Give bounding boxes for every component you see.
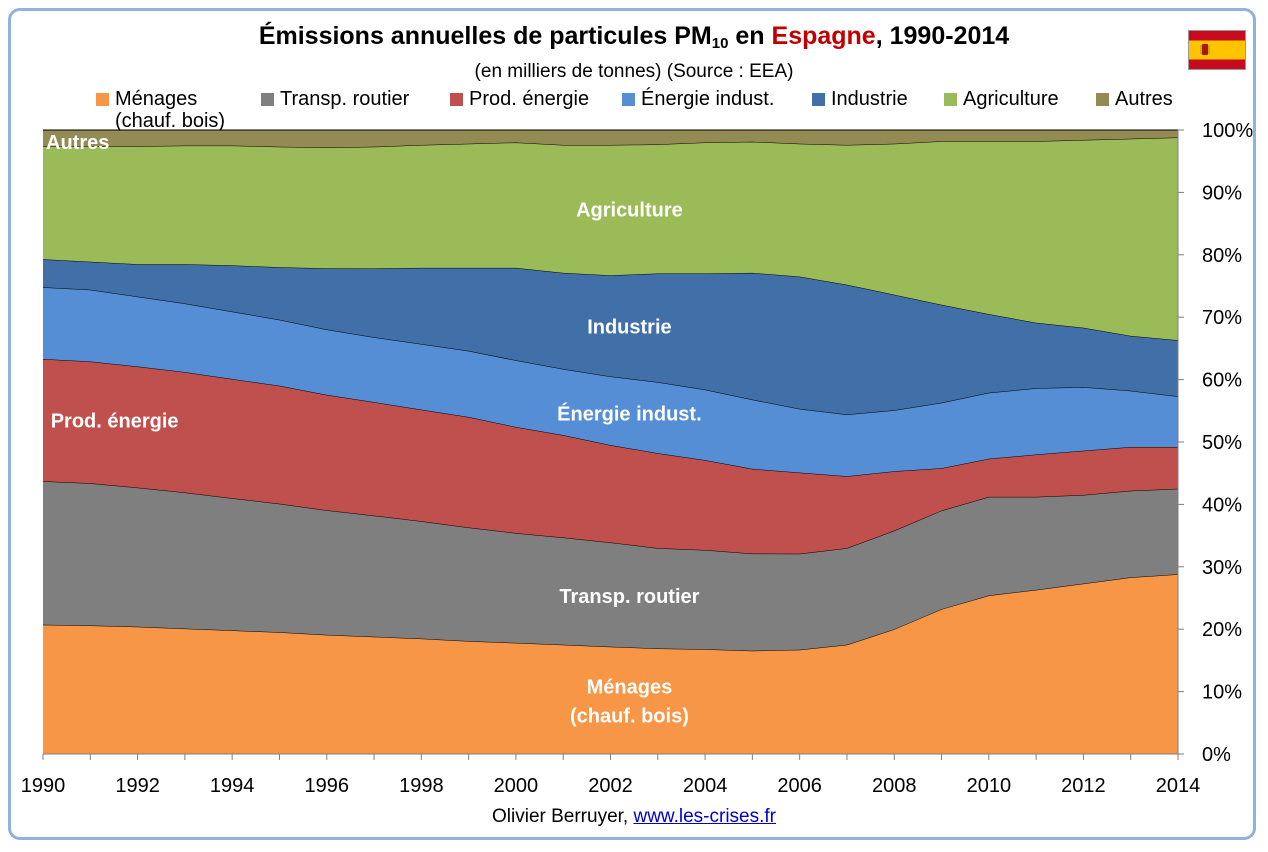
y-tick-label: 70% <box>1202 307 1242 329</box>
chart-credit: Olivier Berruyer, www.les-crises.fr <box>0 806 1268 828</box>
y-tick-label: 60% <box>1202 370 1242 392</box>
legend-label: Autres <box>1115 88 1173 110</box>
area-series-2 <box>43 359 1178 554</box>
legend-item-industrie: Industrie <box>812 88 908 110</box>
x-tick-label: 2014 <box>1156 775 1201 797</box>
y-tick-label: 40% <box>1202 494 1242 516</box>
area-series-3 <box>43 287 1178 477</box>
legend-label: Agriculture <box>963 88 1059 110</box>
y-tick-label: 10% <box>1202 682 1242 704</box>
y-tick-label: 20% <box>1202 619 1242 641</box>
spain-flag-icon <box>1188 30 1246 70</box>
legend-item-energie-indust: Énergie indust. <box>622 88 774 110</box>
area-series-6 <box>43 130 1178 148</box>
country-highlight: Espagne <box>771 22 876 50</box>
credit-link[interactable]: www.les-crises.fr <box>633 806 776 827</box>
legend-item-autres: Autres <box>1096 88 1173 110</box>
series-label-6-line2: (chauf. bois) <box>570 706 689 728</box>
x-tick-label: 2010 <box>967 775 1012 797</box>
credit-author: Olivier Berruyer, <box>492 806 629 827</box>
legend-swatch <box>944 93 957 106</box>
x-tick-label: 2004 <box>683 775 728 797</box>
x-tick-label: 2008 <box>872 775 917 797</box>
x-tick-label: 2002 <box>588 775 633 797</box>
series-label-1: Agriculture <box>576 200 683 222</box>
legend-swatch <box>1096 93 1109 106</box>
legend-item-transport: Transp. routier <box>261 88 409 110</box>
legend-item-prod-energie: Prod. énergie <box>450 88 589 110</box>
legend-label: Ménages <box>115 88 198 110</box>
area-series-1 <box>43 481 1178 651</box>
series-label-5: Transp. routier <box>559 586 699 608</box>
legend-swatch <box>622 93 635 106</box>
area-series-5 <box>43 137 1178 341</box>
legend-swatch <box>812 93 825 106</box>
series-label-0: Autres <box>46 132 109 154</box>
y-tick-label: 30% <box>1202 557 1242 579</box>
y-tick-label: 80% <box>1202 245 1242 267</box>
legend-label-line2: (chauf. bois) <box>115 110 226 132</box>
legend-item-agriculture: Agriculture <box>944 88 1059 110</box>
area-series-0 <box>43 574 1178 754</box>
x-tick-label: 1990 <box>21 775 66 797</box>
x-tick-label: 1998 <box>399 775 444 797</box>
chart-frame <box>8 8 1256 840</box>
x-tick-label: 2006 <box>777 775 822 797</box>
legend-swatch <box>450 93 463 106</box>
x-tick-label: 2000 <box>494 775 539 797</box>
legend-label: Transp. routier <box>280 88 410 110</box>
legend-label: Énergie indust. <box>641 88 775 110</box>
chart-title: Émissions annuelles de particules PM10 e… <box>258 22 1010 52</box>
legend-swatch <box>261 93 274 106</box>
x-tick-label: 2012 <box>1061 775 1106 797</box>
y-tick-label: 90% <box>1202 182 1242 204</box>
y-tick-label: 100% <box>1202 120 1253 142</box>
x-tick-label: 1994 <box>210 775 255 797</box>
legend-label: Prod. énergie <box>469 88 590 110</box>
series-label-2: Industrie <box>587 317 671 339</box>
series-label-3: Énergie indust. <box>557 403 701 426</box>
x-tick-label: 1992 <box>115 775 160 797</box>
chart-legend: Ménages (chauf. bois) Transp. routier Pro… <box>0 88 1268 132</box>
area-series-4 <box>43 259 1178 415</box>
legend-label: Industrie <box>831 88 908 110</box>
series-label-4: Prod. énergie <box>51 410 179 432</box>
legend-item-menages: Ménages (chauf. bois) <box>96 88 225 132</box>
y-tick-label: 0% <box>1202 744 1231 766</box>
x-tick-label: 1996 <box>305 775 350 797</box>
chart-subtitle: (en milliers de tonnes) (Source : EEA) <box>474 61 794 82</box>
legend-swatch <box>96 93 109 106</box>
series-label-6: Ménages <box>587 677 673 699</box>
y-tick-label: 50% <box>1202 432 1242 454</box>
